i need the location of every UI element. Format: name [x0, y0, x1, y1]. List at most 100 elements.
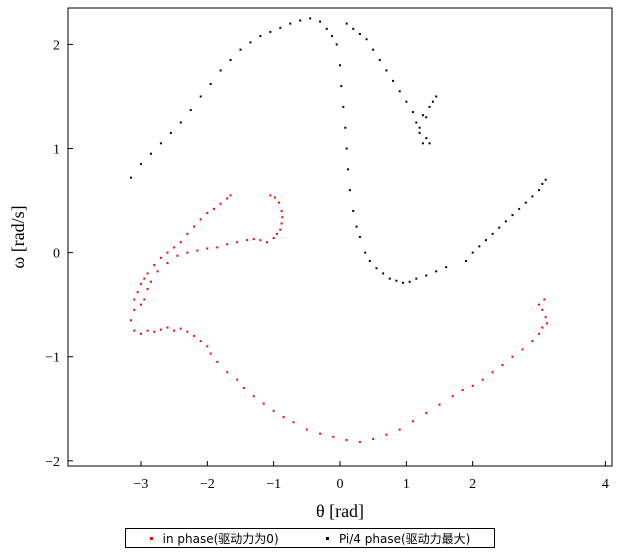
data-point [269, 194, 272, 197]
data-point [209, 352, 212, 355]
data-point [368, 259, 371, 262]
data-point [438, 403, 441, 406]
data-point [385, 433, 388, 436]
data-point [133, 329, 136, 332]
data-point [229, 59, 232, 62]
data-point [252, 395, 255, 398]
data-point [478, 245, 481, 248]
data-point [236, 241, 239, 244]
series-0 [130, 194, 548, 444]
data-point [372, 48, 375, 51]
data-point [236, 378, 239, 381]
data-point [340, 85, 343, 88]
y-tick-label: 1 [53, 143, 60, 158]
data-point [425, 116, 428, 119]
y-ticks: −2 −1 0 1 2 [45, 38, 73, 470]
data-point [405, 100, 408, 103]
data-point [358, 236, 361, 238]
data-point [206, 247, 209, 250]
data-point [425, 137, 428, 140]
data-point [451, 395, 454, 398]
data-point [355, 225, 358, 228]
data-point [166, 251, 169, 254]
data-point [242, 386, 245, 389]
data-point [299, 19, 302, 22]
data-point [281, 216, 284, 219]
data-point [149, 152, 152, 155]
data-point [179, 241, 182, 244]
data-point [156, 270, 159, 273]
data-point [149, 280, 152, 283]
data-point [176, 254, 179, 257]
x-tick-label: −1 [266, 477, 281, 492]
data-point [541, 182, 544, 185]
data-point [272, 409, 275, 412]
data-point [179, 327, 182, 330]
data-point [543, 298, 546, 301]
data-point [159, 142, 162, 145]
data-point [425, 411, 428, 414]
data-point [279, 228, 282, 231]
data-point [266, 241, 269, 244]
data-point [153, 330, 156, 333]
data-point [465, 259, 468, 262]
data-point [226, 197, 229, 200]
data-point [186, 232, 189, 235]
data-point [348, 189, 351, 192]
data-point [511, 355, 514, 358]
data-point [280, 209, 283, 212]
data-point [216, 246, 219, 249]
data-point [226, 371, 229, 374]
x-ticks: −3 −2 −1 0 1 2 4 [134, 461, 609, 492]
data-point [524, 201, 527, 204]
data-point [226, 243, 229, 246]
data-point [173, 246, 176, 249]
data-point [143, 277, 146, 280]
y-tick-label: −2 [45, 455, 60, 470]
scatter-plot: −3 −2 −1 0 1 2 4 −2 −1 0 1 2 θ [rad] ω [rad/s] [8, 7, 613, 521]
legend: in phase(驱动力为0) Pi/4 phase(驱动力最大) [125, 528, 495, 548]
data-series [130, 17, 548, 444]
data-point [219, 202, 222, 205]
data-point [269, 30, 272, 33]
data-point [484, 239, 487, 242]
data-point [229, 194, 232, 197]
data-point [541, 308, 544, 311]
data-point [481, 378, 484, 381]
data-point [335, 43, 338, 46]
data-point [275, 232, 278, 235]
x-tick-label: −3 [134, 477, 149, 492]
legend-entry-pi4-phase: Pi/4 phase(驱动力最大) [325, 530, 471, 547]
data-point [375, 267, 378, 270]
data-point [364, 251, 367, 254]
data-point [388, 277, 391, 280]
data-point [277, 201, 280, 204]
data-point [421, 114, 424, 117]
data-point [159, 256, 162, 259]
data-point [435, 95, 438, 98]
data-point [319, 432, 322, 435]
data-point [332, 435, 335, 438]
legend-marker-black-dot [325, 536, 329, 540]
data-point [169, 131, 172, 134]
data-point [415, 121, 418, 124]
x-tick-label: 2 [469, 477, 476, 492]
data-point [130, 319, 133, 322]
legend-label-pi4-phase: Pi/4 phase(驱动力最大) [338, 531, 471, 546]
data-point [352, 209, 355, 212]
data-point [282, 416, 285, 419]
data-point [196, 249, 199, 252]
data-point [259, 35, 262, 38]
data-point [305, 428, 308, 431]
data-point [518, 207, 521, 210]
data-point [365, 38, 368, 41]
data-point [352, 27, 355, 30]
data-point [421, 142, 424, 145]
data-point [146, 272, 149, 275]
data-point [199, 340, 202, 343]
data-point [146, 329, 149, 332]
plot-frame [67, 7, 613, 467]
x-tick-label: −2 [200, 477, 215, 492]
data-point [498, 226, 501, 229]
y-tick-label: 0 [53, 247, 60, 262]
